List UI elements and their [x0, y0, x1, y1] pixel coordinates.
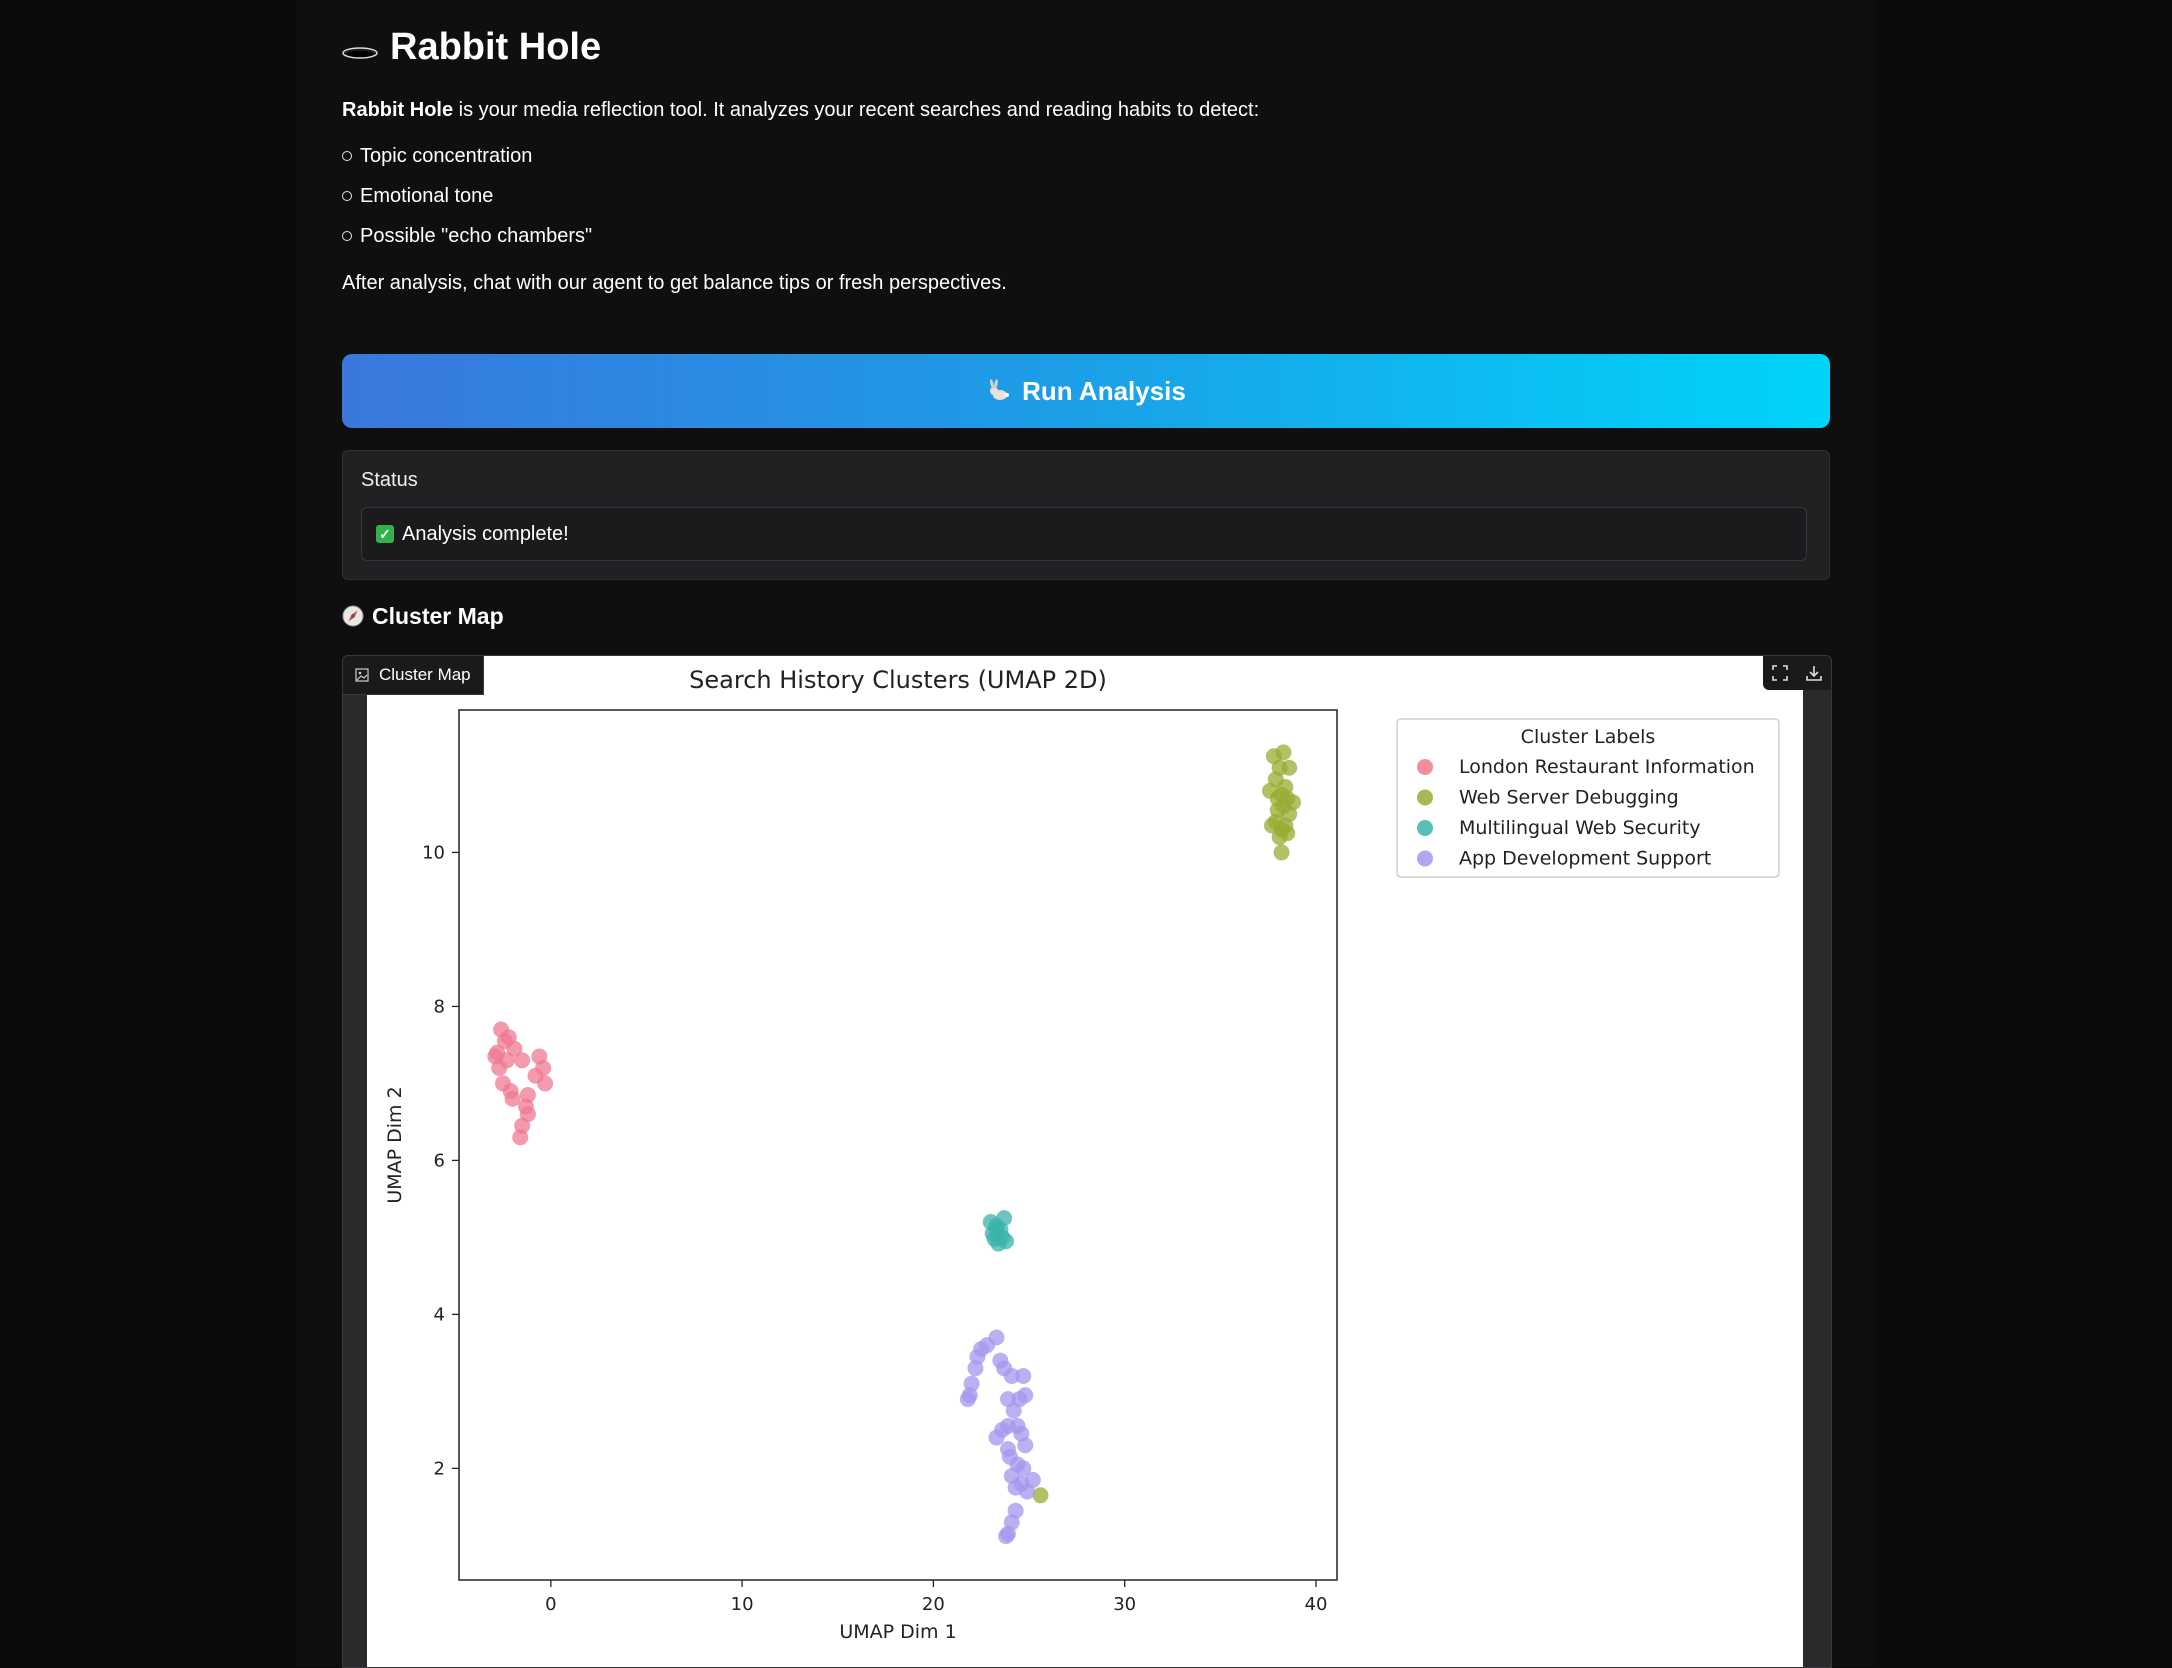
data-point [988, 1221, 1005, 1238]
legend-label: London Restaurant Information [1459, 756, 1755, 778]
intro-text: Rabbit Hole is your media reflection too… [342, 96, 1259, 256]
data-point [514, 1052, 531, 1069]
data-point [1273, 844, 1290, 861]
data-point [1281, 759, 1298, 776]
legend-title: Cluster Labels [1521, 726, 1656, 748]
y-axis-label: UMAP Dim 2 [384, 1086, 406, 1203]
data-point [1017, 1437, 1034, 1454]
data-point [1003, 1367, 1020, 1384]
legend-marker [1417, 789, 1433, 806]
x-tick-label: 40 [1305, 1594, 1328, 1615]
plot-area [458, 709, 1338, 1581]
status-field[interactable]: ✓ Analysis complete! [361, 507, 1807, 561]
legend-label: Multilingual Web Security [1459, 817, 1701, 839]
cluster-map-heading-text: Cluster Map [372, 602, 504, 629]
data-point [487, 1048, 504, 1065]
data-point [998, 1528, 1015, 1545]
bullet-label: Topic concentration [360, 145, 533, 167]
data-point [1017, 1387, 1034, 1404]
data-point [967, 1360, 984, 1377]
data-point [1032, 1487, 1049, 1504]
legend-label: App Development Support [1459, 848, 1711, 870]
data-point [537, 1075, 554, 1092]
bullet-label: Emotional tone [360, 185, 494, 207]
compass-icon [342, 605, 364, 627]
intro-lead-bold: Rabbit Hole [342, 99, 454, 121]
cluster-map-tab-label: Cluster Map [379, 665, 471, 684]
legend-marker [1417, 759, 1433, 775]
image-icon [355, 668, 369, 682]
legend-marker [1417, 820, 1433, 836]
scatter-chart: Search History Clusters (UMAP 2D) 0 10 20 30… [384, 666, 1780, 1643]
intro-after: After analysis, chat with our agent to g… [342, 272, 1007, 294]
plot-toolbar [1763, 656, 1831, 690]
y-tick-label: 4 [434, 1304, 445, 1325]
run-analysis-label: Run Analysis [1022, 375, 1186, 406]
hole-icon [342, 47, 378, 59]
status-panel: Status ✓ Analysis complete! [342, 450, 1830, 580]
y-tick-label: 8 [434, 996, 445, 1017]
bullet-label: Possible "echo chambers" [360, 225, 593, 247]
bullet-icon [342, 231, 352, 241]
intro-lead: Rabbit Hole is your media reflection too… [342, 96, 1259, 136]
cluster-map-tab: Cluster Map [343, 656, 484, 695]
bullet-item: Topic concentration [342, 136, 1259, 176]
page-header: Rabbit Hole [342, 22, 601, 72]
data-point [1271, 829, 1288, 846]
x-tick-label: 10 [731, 1594, 754, 1615]
run-analysis-button[interactable]: Run Analysis [342, 354, 1830, 428]
chart-title: Search History Clusters (UMAP 2D) [689, 666, 1107, 694]
cluster-map-figure: Search History Clusters (UMAP 2D) 0 10 20 30… [367, 656, 1803, 1667]
cluster-map-heading: Cluster Map [342, 600, 504, 632]
download-icon [1806, 666, 1822, 681]
x-tick-label: 30 [1113, 1594, 1136, 1615]
y-tick-label: 6 [434, 1150, 445, 1171]
download-button[interactable] [1797, 656, 1831, 690]
data-point [1015, 1367, 1032, 1384]
bullet-item: Possible "echo chambers" [342, 216, 1259, 256]
check-icon: ✓ [376, 525, 394, 543]
bullet-icon [342, 151, 352, 161]
legend-marker [1417, 850, 1433, 867]
intro-lead-rest: is your media reflection tool. It analyz… [453, 99, 1260, 121]
data-point [988, 1429, 1005, 1446]
x-axis-label: UMAP Dim 1 [839, 1621, 956, 1643]
cluster-map-panel: Cluster Map Search History Clusters (UMA… [342, 655, 1832, 1668]
data-point [512, 1129, 529, 1146]
status-label: Status [361, 469, 418, 491]
y-tick-label: 10 [422, 842, 445, 863]
data-point [959, 1391, 976, 1408]
data-point [496, 1033, 513, 1050]
data-point [1019, 1483, 1036, 1500]
x-tick-label: 0 [545, 1594, 556, 1615]
rabbit-icon [990, 379, 1010, 400]
fullscreen-button[interactable] [1763, 656, 1797, 690]
bullet-item: Emotional tone [342, 176, 1259, 216]
fullscreen-icon [1772, 665, 1788, 681]
data-point [504, 1090, 521, 1107]
legend-label: Web Server Debugging [1459, 787, 1679, 809]
x-tick-label: 20 [922, 1594, 945, 1615]
legend-box [1396, 718, 1780, 878]
data-point [1005, 1402, 1022, 1419]
data-point [1015, 1460, 1032, 1477]
bullet-icon [342, 191, 352, 201]
y-tick-label: 2 [434, 1458, 445, 1479]
status-value: Analysis complete! [402, 522, 569, 545]
data-point [990, 1235, 1007, 1252]
page-title: Rabbit Hole [390, 25, 602, 68]
